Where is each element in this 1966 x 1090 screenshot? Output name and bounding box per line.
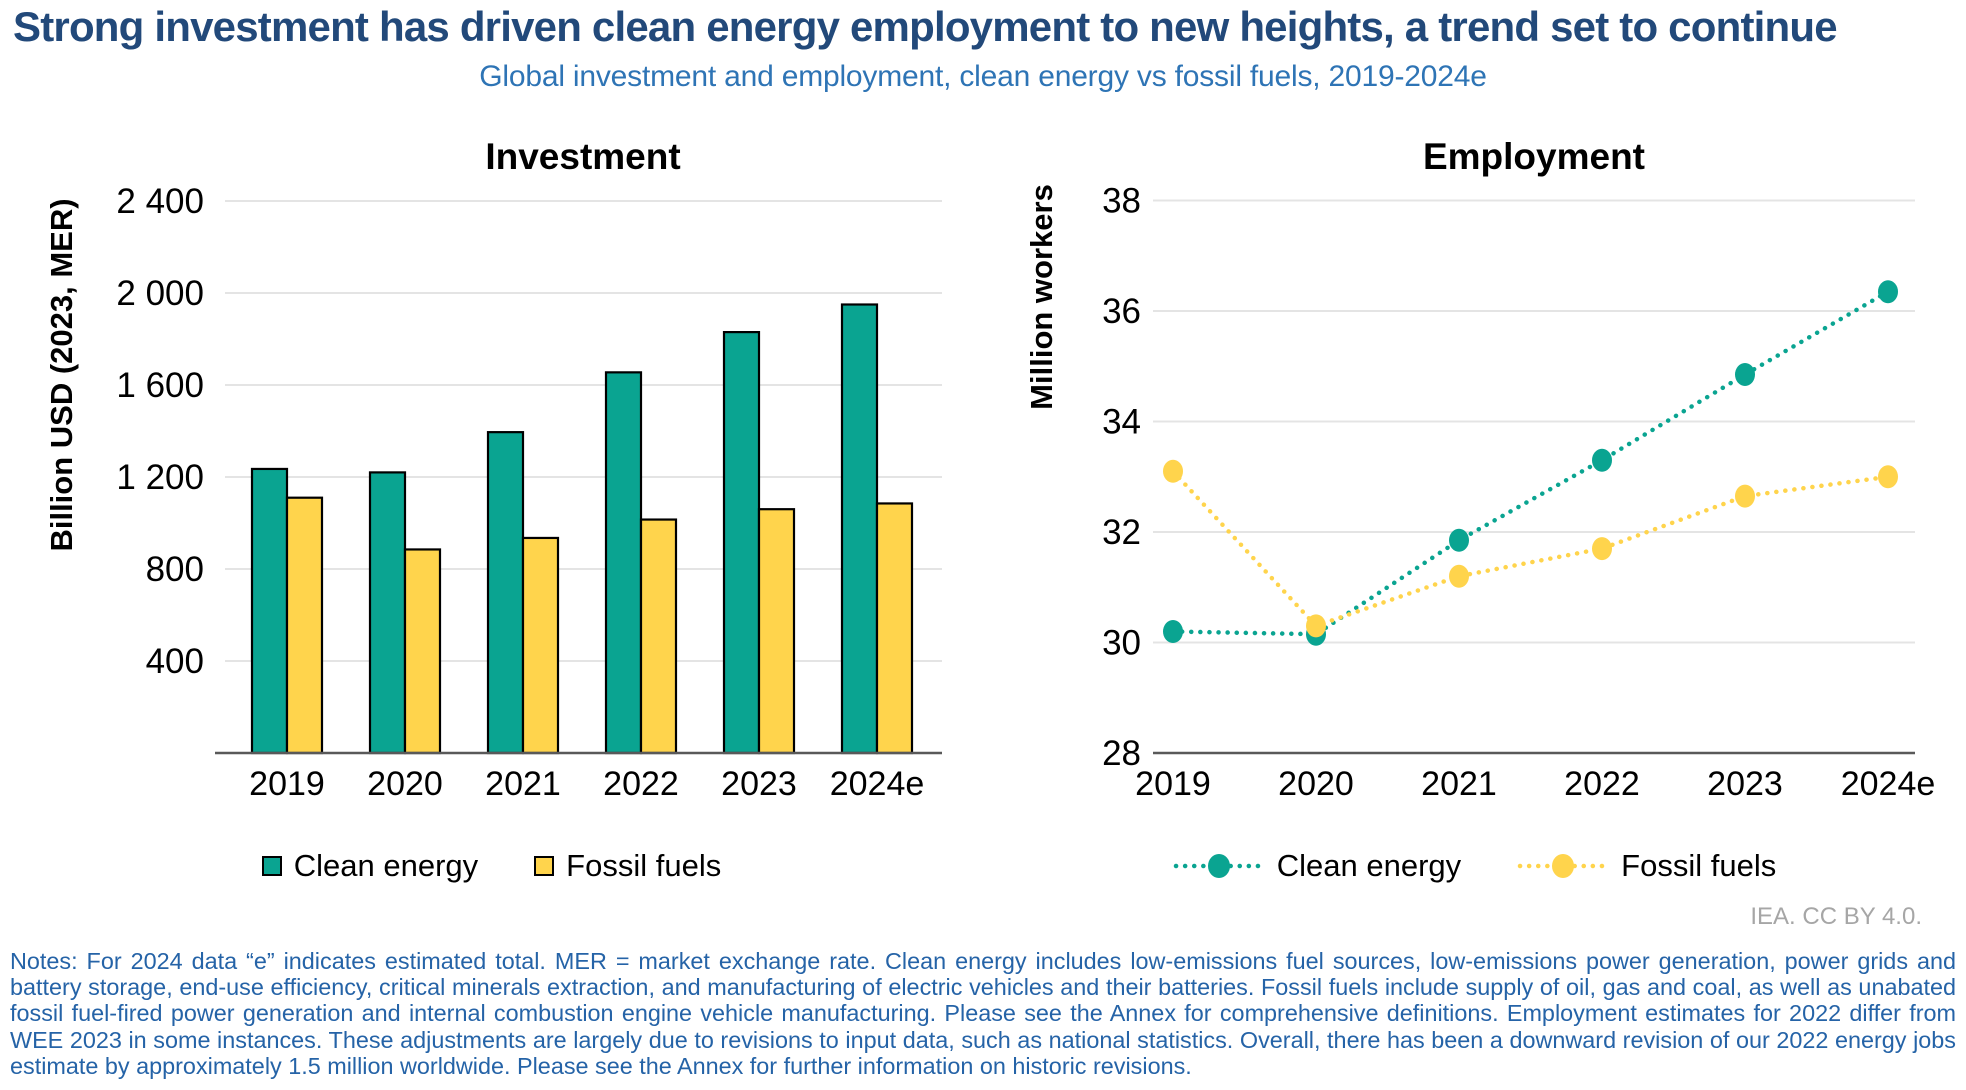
bar-fossil-2020	[403, 548, 442, 755]
employment-chart-title: Employment	[1423, 136, 1645, 177]
page-title: Strong investment has driven clean energ…	[13, 3, 1838, 50]
bar-clean-2024e	[840, 303, 879, 755]
y-tick-label: 1 200	[116, 458, 204, 497]
x-tick-label: 2019	[1135, 765, 1211, 803]
y-tick-label: 28	[1102, 734, 1141, 773]
x-tick-label: 2023	[721, 765, 797, 803]
bar-clean-2021	[486, 431, 525, 755]
bar-clean-2022	[604, 371, 643, 755]
clean-energy-dotted-line-swatch	[1173, 854, 1265, 878]
legends: Clean energy Fossil fuels Clean energy	[0, 848, 1966, 884]
employment-legend: Clean energy Fossil fuels	[983, 848, 1966, 884]
legend-item-employment-fossil: Fossil fuels	[1517, 848, 1776, 884]
investment-chart-title: Investment	[485, 136, 680, 177]
legend-item-investment-clean: Clean energy	[261, 848, 479, 884]
y-tick-label: 400	[146, 642, 204, 681]
fossil-fuels-dotted-line-swatch	[1517, 854, 1609, 878]
x-tick-label: 2024e	[1841, 765, 1936, 803]
legend-label: Clean energy	[1276, 848, 1462, 883]
marker-clean-2021	[1449, 528, 1469, 552]
bar-fossil-2023	[757, 508, 796, 755]
marker-clean-2019	[1163, 620, 1183, 643]
y-tick-label: 2 000	[116, 274, 204, 313]
chart-subtitle: Global investment and employment, clean …	[479, 60, 1487, 93]
x-tick-label: 2022	[603, 765, 679, 803]
marker-clean-2024e	[1878, 280, 1898, 304]
x-tick-label: 2019	[249, 765, 325, 803]
y-tick-label: 34	[1102, 403, 1141, 442]
y-tick-label: 800	[146, 550, 204, 589]
legend-label: Fossil fuels	[566, 848, 722, 883]
employment-y-axis-title: Million workers	[1024, 184, 1059, 410]
bar-clean-2020	[368, 471, 407, 755]
bar-clean-2023	[722, 331, 761, 755]
bar-fossil-2021	[521, 536, 560, 755]
legend-item-investment-fossil: Fossil fuels	[534, 848, 721, 884]
legend-label: Fossil fuels	[1621, 848, 1777, 883]
charts-row: 400 800 1 200 1 600 2 000 2 400 2019 2020 2021 20…	[0, 105, 1966, 805]
x-tick-label: 2024e	[830, 765, 925, 803]
marker-fossil-2020	[1306, 614, 1326, 638]
x-tick-label: 2020	[1278, 765, 1354, 803]
legend-label: Clean energy	[293, 848, 479, 883]
clean-energy-line	[1170, 289, 1891, 637]
investment-plot-area: 400 800 1 200 1 600 2 000 2 400 2019 2020 2021 20…	[116, 182, 942, 803]
y-tick-label: 2 400	[116, 182, 204, 221]
y-tick-label: 1 600	[116, 366, 204, 405]
bar-fossil-2019	[285, 496, 324, 755]
legend-item-employment-clean: Clean energy	[1173, 848, 1461, 884]
y-tick-label: 30	[1102, 624, 1141, 663]
investment-legend: Clean energy Fossil fuels	[0, 848, 983, 884]
x-tick-label: 2021	[485, 765, 561, 803]
x-tick-label: 2021	[1421, 765, 1497, 803]
fossil-fuels-square-swatch	[534, 856, 555, 876]
bar-fossil-2024e	[875, 502, 914, 755]
investment-chart: 400 800 1 200 1 600 2 000 2 400 2019 2020 2021 20…	[44, 136, 942, 803]
investment-y-axis-title: Billion USD (2023, MER)	[44, 198, 79, 551]
marker-fossil-2024e	[1878, 465, 1898, 489]
y-tick-label: 32	[1102, 513, 1141, 552]
marker-fossil-2021	[1449, 564, 1469, 588]
attribution: IEA. CC BY 4.0.	[1750, 903, 1922, 930]
marker-clean-2022	[1592, 448, 1612, 472]
marker-fossil-2019	[1163, 459, 1183, 483]
x-tick-label: 2022	[1564, 765, 1640, 803]
marker-fossil-2022	[1592, 537, 1612, 561]
x-tick-label: 2023	[1707, 765, 1783, 803]
bar-fossil-2022	[639, 518, 678, 755]
employment-plot-area: 28 30 32 34 36 38 2019 2020 2021 2022 2023 2024e	[1102, 182, 1935, 804]
y-tick-label: 38	[1102, 182, 1141, 221]
x-tick-label: 2020	[367, 765, 443, 803]
notes-text: Notes: For 2024 data “e” indicates estim…	[10, 948, 1956, 1079]
marker-clean-2023	[1735, 363, 1755, 386]
y-tick-label: 36	[1102, 292, 1141, 331]
fossil-fuels-line	[1170, 468, 1891, 629]
bar-clean-2019	[250, 467, 289, 755]
employment-chart: 28 30 32 34 36 38 2019 2020 2021 2022 2023 2024e Em…	[1024, 136, 1935, 804]
clean-energy-square-swatch	[261, 856, 282, 876]
marker-fossil-2023	[1735, 484, 1755, 508]
